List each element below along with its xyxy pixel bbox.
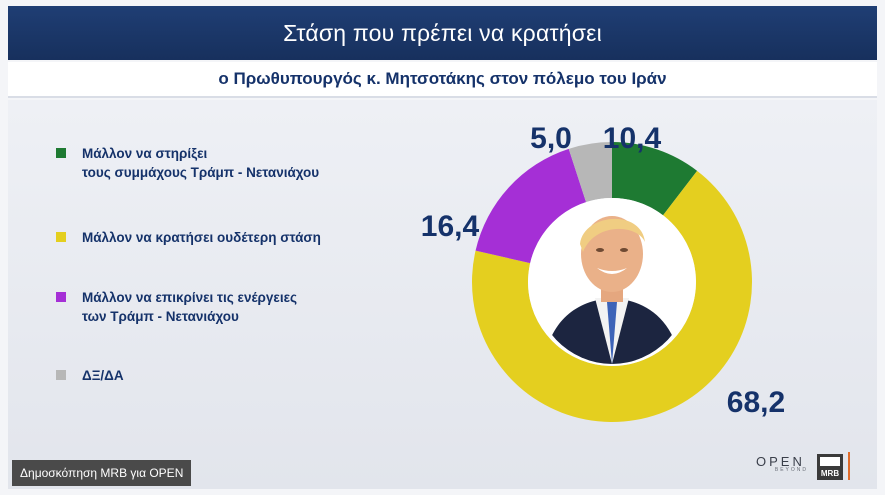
logo-divider [848,452,850,480]
data-label-neutral: 68,2 [727,386,785,419]
donut-slice-dk-na [568,142,612,203]
donut-slices [471,142,752,422]
legend-swatch-criticize [56,292,66,302]
legend-label-support: Μάλλον να στηρίξει τους συμμάχους Τράμπ … [82,146,320,180]
mrb-logo-text: MRB [821,469,839,478]
legend-swatch-support [56,148,66,158]
data-label-support: 10,4 [603,122,662,155]
donut-labels: 10,4 68,2 16,4 5,0 [421,122,785,419]
legend-swatch-dk-na [56,370,66,380]
legend-label-dk-na: ΔΞ/ΔΑ [82,368,124,383]
source-credit: Δημοσκόπηση MRB για OPEN [12,460,192,486]
open-logo-text: OPEN [756,454,805,469]
portrait-photo [533,198,691,364]
legend-label-neutral: Μάλλον να κρατήσει ουδέτερη στάση [82,230,321,245]
data-label-criticize: 16,4 [421,210,480,243]
open-logo: OPEN BEYOND [756,454,808,478]
legend-label-criticize: Μάλλον να επικρίνει τις ενέργειες των Τρ… [82,290,297,324]
mrb-logo: MRB [817,454,843,480]
legend-swatch-neutral [56,232,66,242]
donut-slice-criticize [475,148,587,264]
open-logo-subtext: BEYOND [774,467,808,473]
chart-subtitle: ο Πρωθυπουργός κ. Μητσοτάκης στον πόλεμο… [8,62,877,98]
data-label-dk-na: 5,0 [530,122,572,155]
chart-title: Στάση που πρέπει να κρατήσει [8,6,877,60]
donut-slice-support [612,142,698,216]
donut-slice-neutral [471,170,752,422]
